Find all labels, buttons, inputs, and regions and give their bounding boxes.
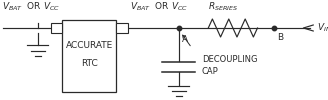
- Text: RTC: RTC: [81, 60, 98, 68]
- Text: B: B: [277, 34, 283, 42]
- Text: $V_{IN}$: $V_{IN}$: [317, 22, 328, 34]
- Text: A: A: [182, 36, 188, 44]
- Bar: [62, 20, 116, 92]
- Bar: [51, 23, 62, 33]
- Text: $V_{BAT}$: $V_{BAT}$: [130, 1, 151, 13]
- Text: CAP: CAP: [202, 68, 218, 76]
- Bar: [116, 23, 128, 33]
- Text: DECOUPLING: DECOUPLING: [202, 56, 257, 64]
- Text: $R_{SERIES}$: $R_{SERIES}$: [208, 1, 238, 13]
- Text: $V_{BAT}$: $V_{BAT}$: [2, 1, 23, 13]
- Text: OR $V_{CC}$: OR $V_{CC}$: [24, 1, 60, 13]
- Text: ACCURATE: ACCURATE: [66, 42, 113, 50]
- Text: OR $V_{CC}$: OR $V_{CC}$: [152, 1, 188, 13]
